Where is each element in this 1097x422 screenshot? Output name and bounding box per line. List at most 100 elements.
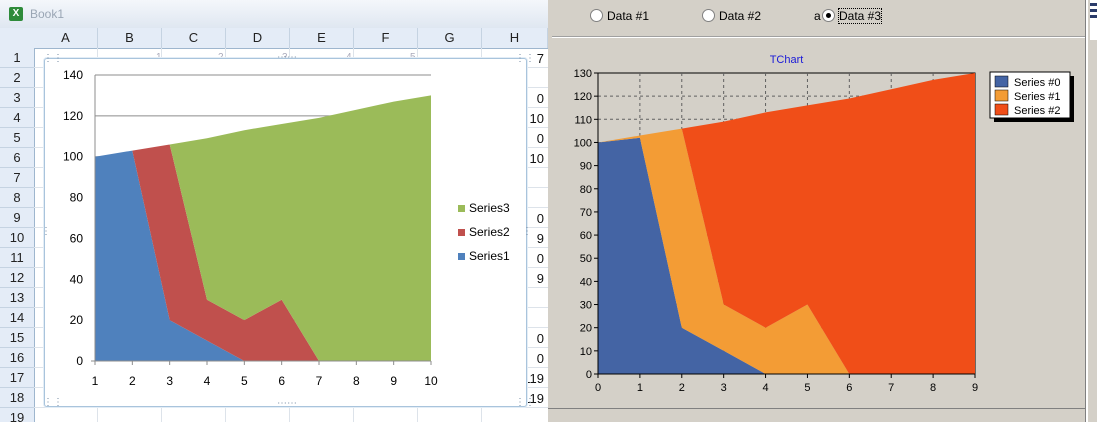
excel-chart-object[interactable]: 0 20 40 60 80 100 120 140 1 2 3 4 5 6 7 8 9 10 Series3 Seri… [41,53,535,409]
row-header-7[interactable]: 7 [0,168,34,188]
excel-x-tick-label: 1 [92,374,99,388]
cell-value[interactable]: 10 [529,151,544,166]
cell-value[interactable]: 0 [536,351,544,366]
tchart-y-tick-label: 100 [574,137,592,149]
tchart-x-tick-label: 7 [888,382,894,394]
column-header-d[interactable]: D [226,28,290,48]
row-header-12[interactable]: 12 [0,268,34,288]
row-header-6[interactable]: 6 [0,148,34,168]
cell-value[interactable]: 119 [523,371,544,386]
column-header-f[interactable]: F [354,28,418,48]
excel-x-tick-label: 2 [129,374,136,388]
radio-button-icon[interactable] [590,9,603,22]
cell-value[interactable]: 0 [536,91,544,106]
radio-button-selected-icon[interactable] [822,9,835,22]
row-header-1[interactable]: 1 [0,48,34,68]
cell-value[interactable]: 0 [536,331,544,346]
tchart-window: Data #1 Data #2 a Data #3 TChart 0 10 20 30 4… [548,0,1097,422]
excel-legend-swatch [458,205,465,212]
partially-hidden-cell: 1 [156,52,162,63]
resize-handle[interactable]: ⋮⋮ [515,397,535,408]
cell-value[interactable]: 0 [536,251,544,266]
workbook-title: Book1 [30,7,65,21]
radio-data-2[interactable]: Data #2 [702,9,761,23]
row-header-11[interactable]: 11 [0,248,34,268]
excel-x-tick-label: 7 [316,374,323,388]
excel-y-tick-label: 120 [63,109,83,123]
resize-handle[interactable]: ⋮ [41,226,51,237]
excel-icon: X [9,7,23,21]
column-header-g[interactable]: G [418,28,482,48]
side-panel-stub [1090,0,1097,40]
row-headers: 1 2 3 4 5 6 7 8 9 10 11 12 13 14 15 16 17 18 19 [0,48,35,422]
row-header-2[interactable]: 2 [0,68,34,88]
column-header-c[interactable]: C [162,28,226,48]
row-header-4[interactable]: 4 [0,108,34,128]
resize-handle[interactable]: ⋮ [522,226,532,237]
column-header-h[interactable]: H [482,28,548,48]
row-header-17[interactable]: 17 [0,368,34,388]
excel-legend-label: Series1 [469,249,510,263]
row-header-13[interactable]: 13 [0,288,34,308]
excel-legend-swatch [458,253,465,260]
partially-hidden-cell: 2 [218,52,224,63]
cell-value[interactable]: 9 [536,231,544,246]
tchart-y-tick-label: 120 [574,91,592,103]
tchart-y-tick-label: 90 [580,161,592,173]
resize-handle[interactable]: ⋮⋮ [43,397,63,408]
excel-x-tick-label: 8 [353,374,360,388]
excel-series-area-1 [95,144,431,361]
stray-text: a [814,9,821,23]
excel-x-tick-label: 5 [241,374,248,388]
resize-handle[interactable]: ⋮⋮ [43,53,63,64]
tchart-legend-swatch [994,89,1009,102]
radio-button-icon[interactable] [702,9,715,22]
column-header-e[interactable]: E [290,28,354,48]
radio-label: Data #1 [607,9,650,23]
tchart-y-tick-label: 80 [580,184,592,196]
row-header-10[interactable]: 10 [0,228,34,248]
tchart-y-tick-label: 30 [580,300,592,312]
tchart-x-tick-label: 5 [804,382,810,394]
excel-legend-swatch [458,229,465,236]
excel-x-tick-label: 4 [204,374,211,388]
radio-data-3[interactable]: Data #3 [822,8,883,24]
cell-value[interactable]: 10 [529,111,544,126]
row-header-18[interactable]: 18 [0,388,34,408]
tchart-x-tick-label: 6 [846,382,852,394]
cell-value[interactable]: 119 [523,391,544,406]
excel-legend-label: Series2 [469,225,510,239]
row-header-3[interactable]: 3 [0,88,34,108]
radio-label: Data #2 [719,9,762,23]
tchart-y-tick-label: 130 [574,68,592,80]
tchart-series-area-0 [598,137,975,374]
cell-value[interactable]: 0 [536,131,544,146]
cell-value[interactable]: 7 [536,51,544,66]
cell-value[interactable]: 0 [536,211,544,226]
column-header-a[interactable]: A [34,28,98,48]
window-frame-bottom [548,408,1085,422]
excel-series-area-0 [95,150,431,361]
row-header-14[interactable]: 14 [0,308,34,328]
column-header-b[interactable]: B [98,28,162,48]
radio-data-1[interactable]: Data #1 [590,9,649,23]
excel-y-tick-label: 100 [63,150,83,164]
row-header-19[interactable]: 19 [0,408,34,422]
cell-value[interactable]: 9 [536,271,544,286]
tchart-chart-svg[interactable]: TChart 0 10 20 30 40 50 60 70 80 90 100 110 120 130 0 1 2… [548,0,1085,408]
row-header-15[interactable]: 15 [0,328,34,348]
tchart-legend-swatch [994,75,1009,88]
resize-handle[interactable]: ⋮⋮ [515,53,535,64]
tchart-legend-label: Series #1 [1014,91,1060,103]
tchart-legend-swatch [994,103,1009,116]
tchart-x-tick-label: 0 [595,382,601,394]
excel-series-area-2 [95,95,431,362]
resize-handle[interactable]: ⋯⋯ [277,52,297,63]
row-header-5[interactable]: 5 [0,128,34,148]
row-header-9[interactable]: 9 [0,208,34,228]
row-header-16[interactable]: 16 [0,348,34,368]
resize-handle[interactable]: ⋯⋯ [277,398,297,409]
row-header-8[interactable]: 8 [0,188,34,208]
partially-hidden-cell: 3 [282,52,288,63]
